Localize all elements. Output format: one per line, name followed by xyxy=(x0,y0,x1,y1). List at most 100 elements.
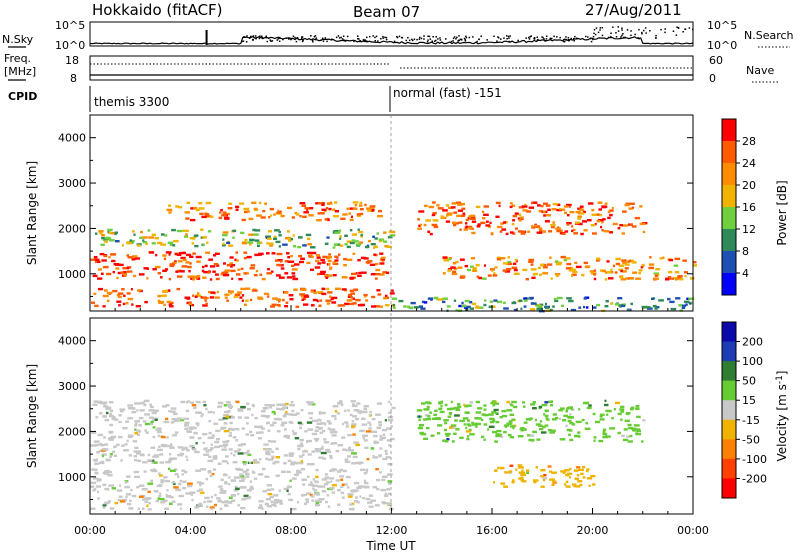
power-cell xyxy=(222,238,225,241)
power-cell xyxy=(226,264,232,267)
power-cell xyxy=(151,233,156,236)
velocity-cell xyxy=(467,419,470,422)
velocity-cell xyxy=(356,501,360,504)
velocity-cell xyxy=(509,464,514,467)
velocity-cell xyxy=(632,429,638,432)
power-cell xyxy=(311,255,314,259)
power-cell xyxy=(684,274,687,278)
power-cell xyxy=(648,266,654,270)
nsearch-dot xyxy=(366,36,368,39)
velocity-cell xyxy=(200,414,203,418)
power-cell xyxy=(232,236,235,239)
velocity-cell xyxy=(238,479,245,483)
power-cell xyxy=(101,236,105,240)
velocity-cell xyxy=(573,469,579,472)
power-cell xyxy=(358,271,362,275)
velocity-cell xyxy=(358,411,362,415)
velocity-cell xyxy=(288,452,295,455)
power-cell xyxy=(102,238,106,242)
velocity-cell xyxy=(295,412,300,415)
velocity-cell xyxy=(344,460,351,464)
velocity-cell xyxy=(582,401,589,405)
nsearch-dot xyxy=(567,39,570,41)
power-cell xyxy=(278,276,285,279)
velocity-cell xyxy=(519,427,526,431)
velocity-cell xyxy=(444,403,448,407)
velocity-cell xyxy=(159,497,165,501)
power-cell xyxy=(241,294,245,297)
velocity-cell xyxy=(375,413,381,416)
velocity-cell xyxy=(304,502,308,505)
velocity-cell xyxy=(604,403,609,407)
velocity-cell xyxy=(387,463,393,466)
power-cell xyxy=(632,271,638,274)
colorbar-tick-label: -100 xyxy=(742,453,767,466)
power-cell xyxy=(374,237,378,240)
power-cell xyxy=(106,272,112,276)
power-cell xyxy=(148,236,154,239)
power-cell xyxy=(205,302,208,305)
power-cell xyxy=(259,273,263,276)
velocity-cell xyxy=(156,427,162,430)
power-cell xyxy=(562,255,566,259)
velocity-cell xyxy=(523,405,526,408)
velocity-cell xyxy=(506,400,510,404)
velocity-cell xyxy=(97,497,100,500)
velocity-cell xyxy=(543,474,547,477)
velocity-cell xyxy=(270,488,275,491)
velocity-cell xyxy=(300,468,305,471)
velocity-cell xyxy=(278,500,282,504)
power-cell xyxy=(93,256,98,259)
power-cell xyxy=(511,204,516,207)
power-cell xyxy=(536,305,543,308)
velocity-cell xyxy=(249,487,254,490)
nsearch-dot xyxy=(245,41,248,43)
power-cell xyxy=(590,224,596,227)
velocity-cell xyxy=(167,444,173,448)
power-cell xyxy=(622,270,627,273)
nsearch-dot xyxy=(637,37,639,39)
velocity-cell xyxy=(469,433,475,436)
power-cell xyxy=(615,262,621,266)
power-cell xyxy=(195,208,200,212)
power-cell xyxy=(355,243,362,246)
velocity-cell xyxy=(129,499,132,502)
velocity-cell xyxy=(353,409,360,412)
velocity-cell xyxy=(146,504,149,507)
velocity-cell xyxy=(291,477,297,480)
power-cell xyxy=(525,278,529,281)
velocity-cell xyxy=(110,435,117,439)
velocity-cell xyxy=(344,409,347,412)
power-cell xyxy=(464,305,471,309)
power-cell xyxy=(514,212,519,215)
power-cell xyxy=(271,252,276,255)
velocity-cell xyxy=(181,448,185,451)
power-cell xyxy=(235,251,238,254)
power-cell xyxy=(578,222,583,226)
power-cell xyxy=(344,243,348,246)
velocity-cell xyxy=(565,485,571,488)
velocity-cell xyxy=(440,400,444,404)
velocity-cell xyxy=(585,422,589,425)
power-cell xyxy=(470,265,475,268)
velocity-cell xyxy=(185,492,191,495)
power-cell xyxy=(106,291,113,295)
velocity-cell xyxy=(520,479,525,482)
power-cell xyxy=(359,208,364,211)
power-cell xyxy=(275,240,281,244)
power-cell xyxy=(230,265,233,268)
power-cell xyxy=(375,277,378,280)
velocity-cell xyxy=(350,400,356,403)
x-tick-label: 00:00 xyxy=(74,524,106,537)
nsearch-dot xyxy=(545,38,548,40)
power-cell xyxy=(234,293,241,296)
velocity-cell xyxy=(353,441,359,444)
power-cell xyxy=(303,303,309,306)
velocity-cell xyxy=(309,403,316,406)
power-cell xyxy=(224,217,230,220)
velocity-cell xyxy=(136,409,139,412)
power-cell xyxy=(355,298,361,302)
power-cell xyxy=(301,298,305,301)
power-cell xyxy=(634,216,641,220)
nsearch-dot xyxy=(337,35,340,37)
